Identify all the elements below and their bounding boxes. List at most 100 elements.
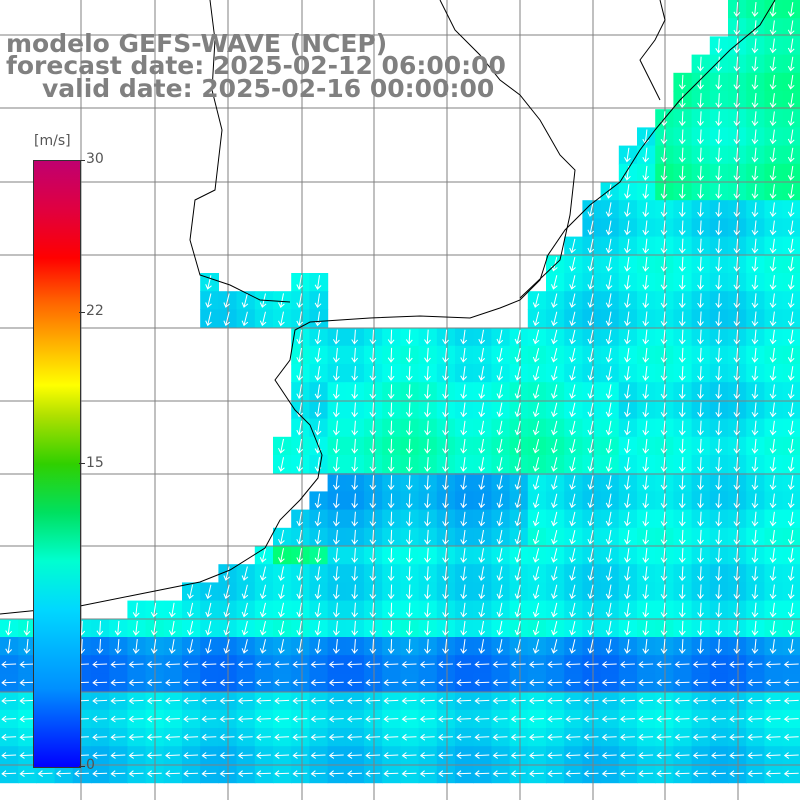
wind-arrow [733,220,741,236]
wind-arrow [678,147,686,163]
wind-arrow [678,366,686,381]
wind-arrow [150,602,158,618]
wind-arrow [296,366,304,381]
wind-arrow [660,639,668,654]
wind-arrow [351,566,359,582]
wind-arrow [587,293,595,308]
wind-arrow [146,733,162,741]
wind-arrow [296,584,304,600]
wind-arrow [128,697,144,705]
wind-arrow [332,457,340,472]
wind-arrow [460,493,468,509]
wind-arrow [769,56,777,72]
wind-arrow [424,420,431,436]
wind-arrow [660,329,668,345]
wind-arrow [715,74,723,90]
wind-arrow [787,220,795,236]
wind-arrow [460,457,468,472]
wind-arrow [259,602,267,618]
forecast-date: forecast date: 2025-02-12 06:00:00 [6,51,506,80]
wind-arrow [729,697,745,705]
wind-arrow [474,715,490,723]
wind-arrow [478,420,486,436]
wind-arrow [165,733,180,741]
wind-arrow [128,679,144,687]
wind-arrow [351,548,359,563]
wind-arrow [733,384,741,400]
wind-arrow [274,661,290,668]
wind-arrow [514,329,522,345]
wind-arrow [278,457,285,472]
wind-arrow [678,493,686,509]
wind-arrow [733,493,741,509]
wind-arrow [624,384,631,400]
wind-arrow [729,733,745,741]
wind-arrow [168,620,176,636]
wind-arrow [678,275,686,290]
wind-arrow [751,311,759,327]
wind-arrow [96,620,104,636]
wind-arrow [715,475,723,491]
wind-arrow [310,770,326,778]
wind-arrow [697,493,704,509]
wind-arrow [751,329,759,345]
wind-arrow [424,384,431,400]
wind-arrow [587,620,595,636]
wind-arrow [347,752,362,759]
wind-arrow [605,493,613,509]
wind-arrow [347,770,362,778]
wind-arrow [787,256,795,272]
wind-arrow [569,402,576,418]
wind-arrow [223,311,231,327]
wind-arrow [551,293,558,308]
wind-arrow [496,475,504,491]
wind-arrow [424,639,431,654]
wind-arrow [711,679,726,687]
wind-arrow [697,566,704,582]
wind-arrow [456,679,472,687]
wind-arrow [314,493,322,509]
wind-arrow [715,38,723,54]
wind-arrow [292,661,308,668]
wind-arrow [678,620,686,636]
wind-arrow [787,74,795,90]
wind-arrow [478,566,486,582]
wind-arrow [624,420,631,436]
wind-arrow [424,402,431,418]
wind-arrow [642,347,650,363]
wind-arrow [678,129,686,145]
wind-arrow [769,384,777,400]
wind-arrow [697,584,704,600]
wind-arrow [460,620,468,636]
wind-arrow [532,511,540,527]
wind-arrow [697,129,704,145]
wind-arrow [751,165,759,181]
wind-arrow [787,475,795,491]
wind-arrow [715,602,723,618]
wind-arrow [751,238,759,254]
wind-arrow [678,420,686,436]
wind-arrow [405,511,413,527]
wind-arrow [697,165,704,181]
wind-arrow [514,548,522,563]
wind-arrow [715,402,723,418]
wind-arrow [187,620,194,636]
wind-arrow [624,256,631,272]
wind-arrow [201,697,217,705]
wind-arrow [183,697,199,705]
wind-arrow [787,147,795,163]
wind-arrow [642,366,650,381]
wind-arrow [765,661,781,668]
wind-arrow [715,111,723,127]
wind-arrow [587,584,595,600]
wind-arrow [692,679,708,687]
wind-arrow [660,256,668,272]
wind-arrow [478,584,486,600]
wind-arrow [442,548,449,563]
wind-arrow [765,733,781,741]
wind-arrow [642,256,650,272]
wind-arrow [638,661,654,668]
wind-arrow [456,770,472,778]
wind-arrow [405,366,413,381]
wind-arrow [187,584,194,600]
